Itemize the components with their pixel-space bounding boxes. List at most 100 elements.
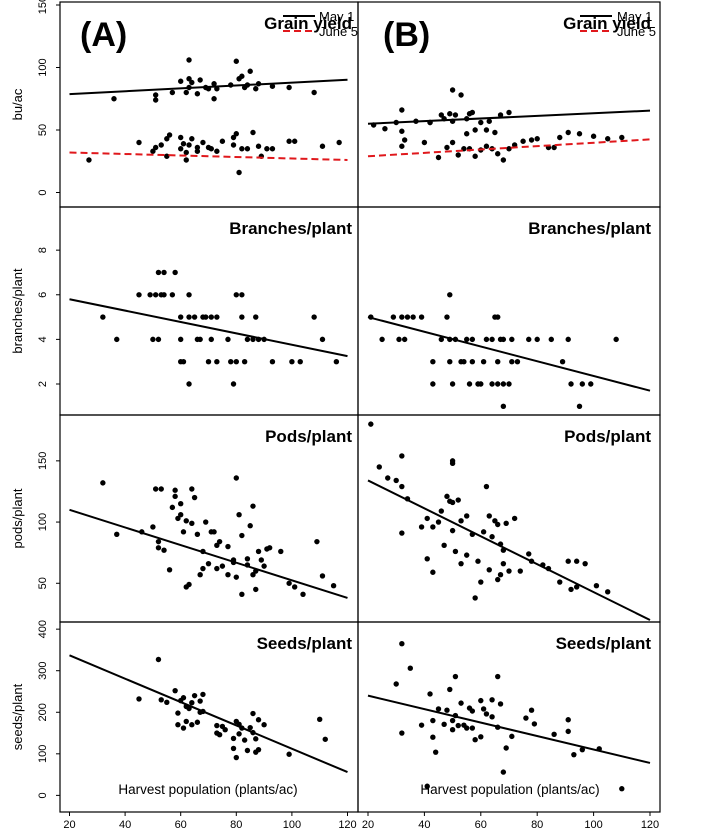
data-point xyxy=(593,583,600,589)
data-point xyxy=(489,381,495,387)
data-point xyxy=(194,144,201,151)
data-point xyxy=(233,754,239,761)
data-point xyxy=(421,139,428,146)
legend-label-june5: June 5 xyxy=(617,24,656,39)
panel-frame-b-3 xyxy=(357,414,661,623)
data-point xyxy=(186,142,192,148)
x-tick-label: 100 xyxy=(283,819,301,831)
data-point xyxy=(452,112,459,118)
data-point xyxy=(461,358,467,365)
data-point xyxy=(169,504,176,511)
data-point xyxy=(424,515,430,522)
data-point xyxy=(208,336,214,343)
data-point xyxy=(576,131,583,137)
data-point xyxy=(169,292,176,298)
data-point xyxy=(194,531,201,538)
data-point xyxy=(178,336,184,343)
data-point xyxy=(286,751,292,757)
data-point xyxy=(178,134,184,141)
data-point xyxy=(191,494,198,501)
data-point xyxy=(430,569,436,575)
data-point xyxy=(255,717,262,723)
data-point xyxy=(497,112,504,118)
data-point xyxy=(430,734,436,740)
data-point xyxy=(225,543,231,550)
data-point xyxy=(203,519,209,525)
data-point xyxy=(458,92,464,98)
data-point xyxy=(579,381,586,387)
y-tick-label: 200 xyxy=(37,703,49,721)
data-point xyxy=(447,111,453,117)
data-point xyxy=(483,143,490,149)
data-point xyxy=(438,336,445,343)
panel-tag-a: (A) xyxy=(80,16,127,54)
data-point xyxy=(480,706,487,712)
data-point xyxy=(230,134,237,141)
data-point xyxy=(183,89,189,96)
data-point xyxy=(483,336,490,343)
data-point xyxy=(253,86,259,92)
x-tick-label: 80 xyxy=(230,819,242,831)
legend-b: May 1 June 5 xyxy=(580,9,656,39)
data-point xyxy=(483,483,490,490)
data-point xyxy=(191,314,198,320)
data-point xyxy=(466,381,473,387)
data-point xyxy=(255,548,262,555)
data-point xyxy=(166,567,173,573)
data-point xyxy=(424,556,430,562)
data-point xyxy=(136,696,142,702)
data-point xyxy=(449,727,456,733)
data-point xyxy=(178,314,184,320)
data-point xyxy=(464,131,470,137)
data-point xyxy=(449,87,456,93)
data-point xyxy=(214,565,220,572)
data-point xyxy=(464,552,470,558)
data-point xyxy=(444,493,450,500)
data-point xyxy=(197,572,203,578)
data-point xyxy=(155,656,162,663)
data-point xyxy=(175,515,181,522)
data-point xyxy=(613,336,619,343)
data-point xyxy=(441,721,447,728)
data-point xyxy=(230,381,237,387)
data-point xyxy=(230,142,237,148)
data-point xyxy=(244,556,251,562)
data-point xyxy=(444,707,450,713)
data-point xyxy=(228,358,234,365)
data-point xyxy=(472,127,478,133)
data-point xyxy=(464,725,470,731)
data-point xyxy=(172,687,178,694)
data-point xyxy=(211,81,217,87)
y-tick-label: 50 xyxy=(37,124,49,136)
data-point xyxy=(509,733,515,740)
data-point xyxy=(178,146,184,152)
data-point xyxy=(478,119,484,126)
y-tick-label: 100 xyxy=(37,58,49,76)
data-point xyxy=(464,513,470,519)
data-point xyxy=(150,148,156,154)
y-tick-label: 8 xyxy=(37,247,49,253)
x-axis-label-a: Harvest population (plants/ac) xyxy=(118,782,297,797)
trend-line xyxy=(367,316,651,392)
data-point xyxy=(297,358,303,365)
data-point xyxy=(250,572,256,578)
data-point xyxy=(214,722,220,729)
panel-frame-a-3 xyxy=(59,414,359,623)
x-tick-label: 60 xyxy=(475,819,487,831)
data-point xyxy=(214,148,220,154)
data-point xyxy=(486,513,492,519)
data-point xyxy=(189,79,195,86)
data-point xyxy=(333,358,340,365)
data-point xyxy=(497,701,504,707)
data-point xyxy=(166,132,173,138)
data-point xyxy=(458,560,464,567)
data-point xyxy=(239,314,245,320)
data-point xyxy=(114,531,120,538)
data-point xyxy=(164,136,170,142)
data-point xyxy=(441,542,447,549)
data-point xyxy=(178,512,184,518)
y-tick-label: 50 xyxy=(37,577,49,589)
data-point xyxy=(178,78,184,84)
data-point xyxy=(239,591,245,597)
data-point xyxy=(511,515,518,522)
